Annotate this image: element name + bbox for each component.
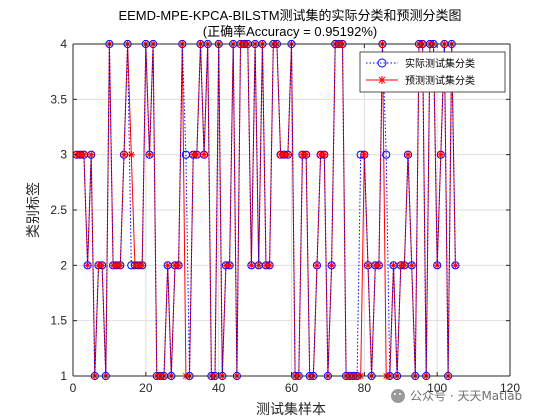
predicted-point [328, 261, 336, 269]
predicted-point [164, 261, 172, 269]
predicted-point [451, 261, 459, 269]
legend-actual-label: 实际测试集分类 [405, 57, 475, 70]
chart-title: EEMD-MPE-KPCA-BILSTM测试集的实际分类和预测分类图 [118, 8, 461, 23]
wechat-icon-eye-left [394, 393, 396, 395]
y-tick-label: 2.5 [50, 203, 67, 217]
x-tick-label: 0 [70, 381, 77, 395]
y-tick-label: 1.5 [50, 314, 67, 328]
actual-point [382, 150, 391, 159]
predicted-point [200, 151, 208, 159]
predicted-point [175, 261, 183, 269]
predicted-point [284, 151, 292, 159]
y-tick-label: 4 [60, 37, 67, 51]
series-actual-line [76, 43, 456, 377]
watermark-text: 公众号 · 天天Matlab [410, 389, 522, 403]
predicted-point [313, 261, 321, 269]
x-tick-label: 20 [139, 381, 153, 395]
predicted-point [400, 261, 408, 269]
predicted-point [255, 261, 263, 269]
x-tick-label: 80 [358, 381, 372, 395]
y-tick-label: 2 [60, 258, 67, 272]
x-tick-label: 120 [500, 381, 520, 395]
x-tick-label: 40 [212, 381, 226, 395]
predicted-point [145, 151, 154, 159]
predicted-point [302, 151, 310, 159]
y-tick-label: 1 [60, 369, 67, 383]
predicted-point [80, 151, 88, 159]
axis-ticks: 0 20 40 60 80 100 120 1 1.5 2 2.5 3 3.5 4 [50, 37, 520, 395]
x-tick-label: 100 [427, 381, 447, 395]
predicted-point [364, 261, 372, 269]
predicted-point [138, 261, 146, 269]
watermark: 公众号 · 天天Matlab [391, 389, 522, 403]
predicted-point [433, 261, 441, 269]
chart-subtitle: (正确率Accuracy = 0.95192%) [203, 24, 378, 39]
predicted-point [120, 151, 128, 159]
predicted-point [247, 261, 255, 269]
predicted-point [320, 151, 328, 159]
predicted-point [116, 261, 124, 269]
x-axis-label: 测试集样本 [256, 401, 326, 418]
x-tick-label: 60 [285, 381, 299, 395]
predicted-point [87, 151, 95, 159]
wechat-icon [391, 389, 405, 403]
wechat-icon-eye-right [399, 393, 401, 395]
predicted-point [127, 151, 135, 159]
legend-predicted-marker [378, 76, 386, 84]
predicted-point [375, 261, 383, 269]
predicted-point [193, 151, 201, 159]
predicted-point [408, 261, 416, 269]
predicted-point [226, 261, 234, 269]
y-tick-label: 3.5 [50, 92, 67, 106]
legend-box [359, 51, 506, 93]
predicted-point [84, 261, 92, 269]
legend: 实际测试集分类 预测测试集分类 [359, 51, 506, 93]
predicted-point [360, 151, 368, 159]
predicted-point [266, 261, 274, 269]
predicted-point [98, 261, 106, 269]
predicted-point [437, 151, 445, 159]
legend-predicted-label: 预测测试集分类 [405, 74, 475, 87]
predicted-point [404, 151, 412, 159]
predicted-point [389, 261, 398, 269]
y-tick-label: 3 [60, 148, 67, 162]
legend-actual-marker [377, 58, 387, 68]
y-axis-label: 类别标签 [25, 182, 42, 238]
